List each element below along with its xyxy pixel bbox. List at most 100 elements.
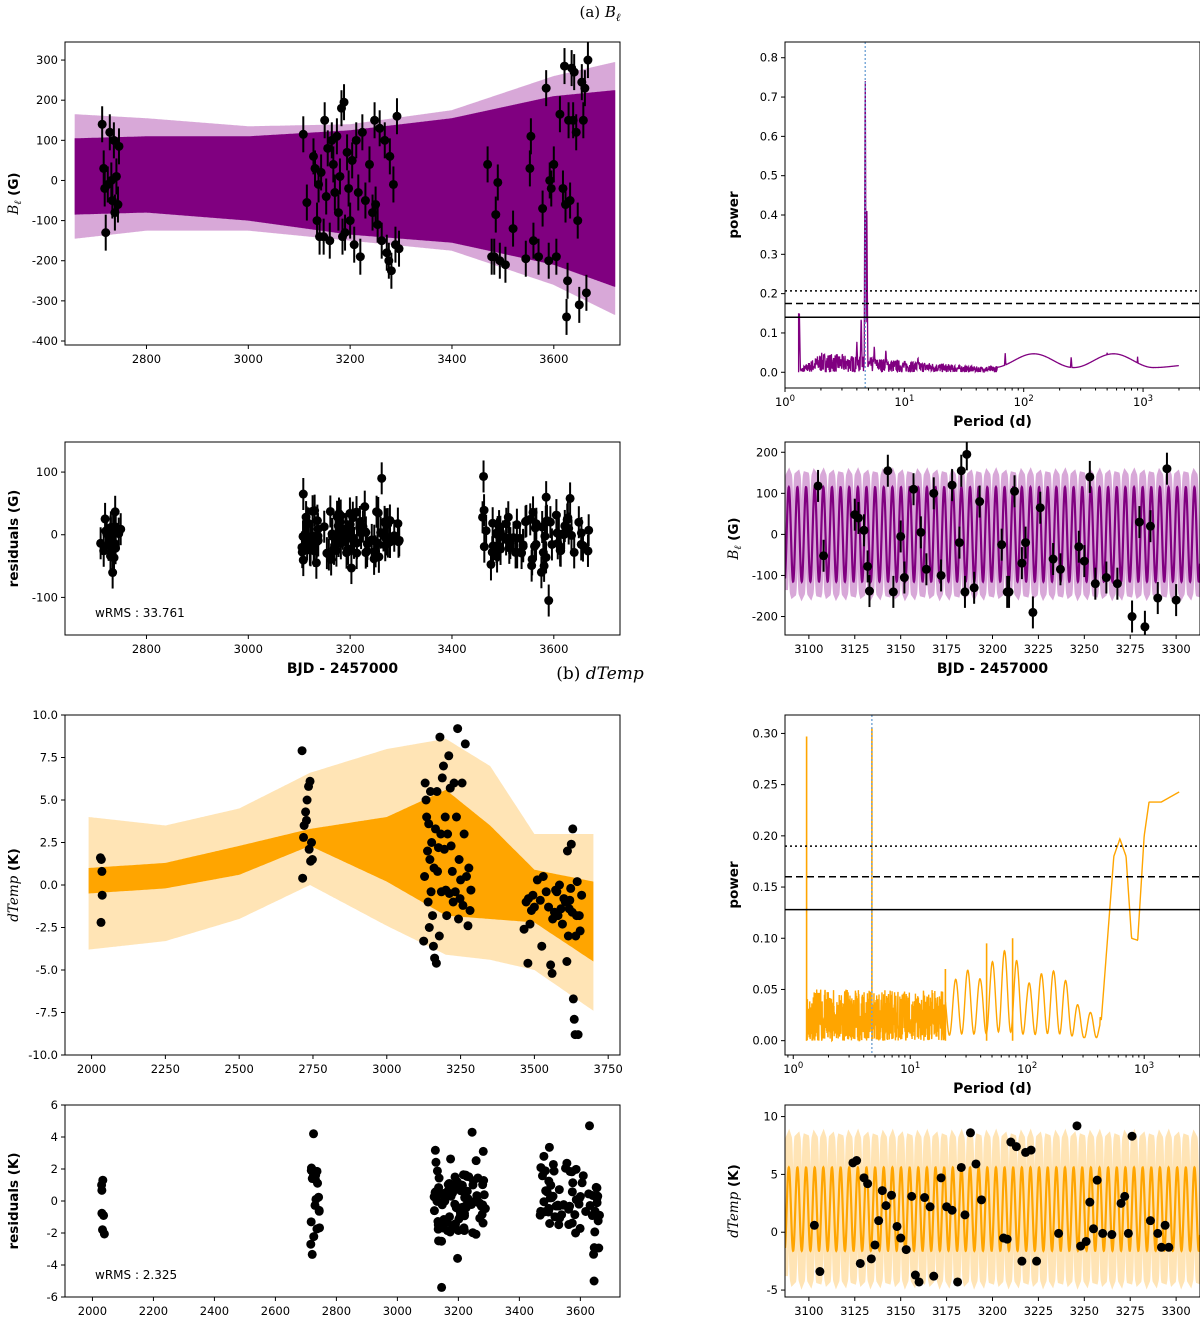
residual-point bbox=[478, 1218, 488, 1228]
residual-point bbox=[319, 522, 329, 532]
data-point bbox=[1116, 1198, 1126, 1208]
residual-point bbox=[554, 1185, 564, 1195]
data-point bbox=[583, 55, 593, 65]
data-point bbox=[554, 880, 564, 890]
data-point bbox=[433, 866, 443, 876]
y-tick-label: 0.30 bbox=[752, 726, 778, 740]
x-tick-label: 3200 bbox=[444, 1304, 473, 1317]
residual-point bbox=[100, 514, 110, 524]
data-point bbox=[423, 846, 433, 856]
residual-point bbox=[554, 529, 564, 539]
data-point bbox=[448, 897, 458, 907]
y-tick-label: -300 bbox=[32, 294, 58, 308]
data-point bbox=[425, 787, 435, 796]
data-point bbox=[555, 109, 565, 119]
y-tick-label: -5 bbox=[767, 1283, 778, 1297]
data-point bbox=[97, 866, 107, 876]
data-point bbox=[815, 1267, 825, 1277]
residual-point bbox=[528, 507, 538, 517]
residual-point bbox=[334, 536, 344, 546]
residual-point bbox=[477, 1209, 487, 1219]
data-point bbox=[325, 236, 335, 246]
data-point bbox=[351, 135, 361, 145]
y-axis-label: dTemp (K) bbox=[726, 1164, 742, 1238]
x-tick-label: 3300 bbox=[1161, 1304, 1190, 1317]
data-point bbox=[969, 583, 979, 593]
data-point bbox=[528, 236, 538, 246]
y-tick-label: -200 bbox=[752, 610, 778, 624]
x-tick-label: 2400 bbox=[200, 1304, 229, 1317]
residual-point bbox=[544, 596, 554, 606]
x-axis-label: BJD - 2457000 bbox=[937, 661, 1049, 677]
x-tick-label: 3100 bbox=[794, 642, 823, 656]
data-point bbox=[465, 906, 475, 915]
x-tick-label: 2200 bbox=[139, 1304, 168, 1317]
data-point bbox=[954, 538, 964, 548]
residual-point bbox=[567, 1187, 577, 1197]
y-label-unit: (K) bbox=[6, 848, 22, 876]
residual-point bbox=[584, 525, 594, 535]
y-tick-label: 100 bbox=[36, 133, 58, 147]
residual-point bbox=[548, 1159, 558, 1169]
tick-base: 10 bbox=[1017, 1062, 1032, 1076]
residual-point bbox=[334, 509, 344, 519]
data-point bbox=[929, 1271, 939, 1281]
residual-point bbox=[486, 559, 496, 569]
y-tick-label: 0.00 bbox=[752, 1034, 778, 1048]
residual-point bbox=[571, 1195, 581, 1205]
data-point bbox=[1032, 1256, 1042, 1266]
residual-point bbox=[308, 506, 318, 516]
residual-point bbox=[98, 1225, 108, 1235]
data-point bbox=[553, 911, 563, 921]
data-point bbox=[382, 248, 392, 258]
data-point bbox=[1092, 1175, 1102, 1185]
y-tick-label: 0 bbox=[51, 528, 58, 542]
data-point bbox=[956, 1162, 966, 1172]
plot-area bbox=[96, 460, 594, 617]
y-tick-label: 0.6 bbox=[760, 129, 778, 143]
data-point bbox=[1081, 1236, 1091, 1246]
data-point bbox=[96, 917, 106, 927]
data-point bbox=[330, 187, 340, 197]
y-tick-label: -100 bbox=[752, 568, 778, 582]
data-point bbox=[1017, 1256, 1027, 1266]
data-point bbox=[458, 900, 468, 910]
residual-point bbox=[434, 1236, 444, 1246]
residual-point bbox=[434, 1183, 444, 1193]
residual-point bbox=[577, 1178, 587, 1188]
data-point bbox=[896, 1233, 906, 1243]
y-tick-label: 0 bbox=[51, 173, 58, 187]
data-point bbox=[111, 171, 121, 181]
residual-point bbox=[342, 548, 352, 558]
x-tick-label: 3175 bbox=[932, 642, 961, 656]
data-point bbox=[1085, 472, 1095, 482]
x-axis-label: Period (d) bbox=[953, 1081, 1032, 1097]
residual-point bbox=[305, 532, 315, 542]
residual-point bbox=[361, 548, 371, 558]
data-point bbox=[1017, 558, 1027, 568]
y-tick-label: -100 bbox=[32, 214, 58, 228]
data-point bbox=[866, 1254, 876, 1264]
data-point bbox=[534, 252, 544, 262]
y-tick-label: 300 bbox=[36, 53, 58, 67]
x-tick-label: 3225 bbox=[1024, 642, 1053, 656]
x-tick-label: 3750 bbox=[594, 1062, 623, 1076]
y-tick-label: 0.15 bbox=[752, 880, 778, 894]
data-point bbox=[569, 67, 579, 77]
x-tick-label: 3600 bbox=[566, 1304, 595, 1317]
data-point bbox=[556, 904, 566, 914]
tick-base: 10 bbox=[1014, 395, 1029, 409]
data-point bbox=[887, 1190, 897, 1200]
x-tick-label: 3600 bbox=[539, 352, 568, 366]
data-point bbox=[853, 513, 863, 523]
data-point bbox=[544, 902, 554, 912]
data-point bbox=[580, 83, 590, 93]
residual-point bbox=[531, 539, 541, 549]
y-tick-label: -6 bbox=[47, 1290, 58, 1304]
residual-point bbox=[450, 1199, 460, 1209]
residual-point bbox=[434, 1173, 444, 1183]
x-tick-label: 3150 bbox=[886, 642, 915, 656]
data-point bbox=[552, 887, 562, 897]
data-point bbox=[457, 778, 467, 788]
data-point bbox=[997, 540, 1007, 550]
